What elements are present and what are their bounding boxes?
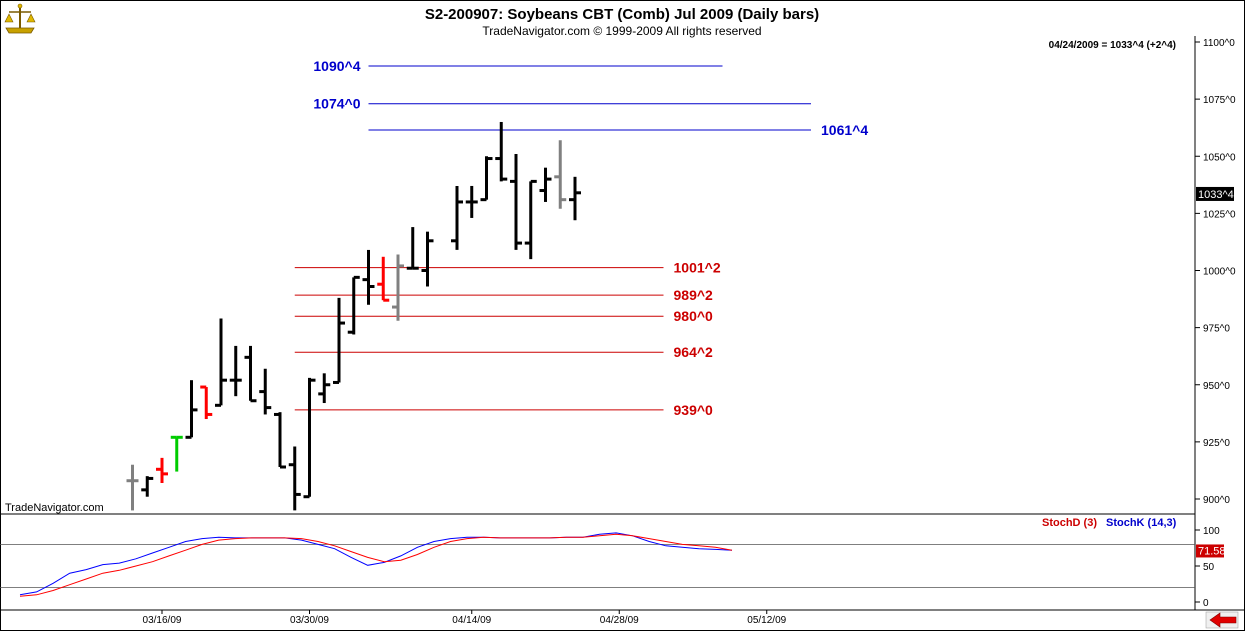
date-tick-label: 04/28/09 (600, 615, 639, 626)
chart-title: S2-200907: Soybeans CBT (Comb) Jul 2009 … (425, 6, 819, 23)
ohlc-bar (229, 345, 242, 397)
legend-stochk: StochK (14,3) (1106, 517, 1177, 529)
ohlc-bar (480, 156, 493, 202)
stoch-series-line (19, 532, 733, 596)
ohlc-bar (170, 435, 183, 472)
ohlc-bar (288, 446, 301, 511)
ohlc-bar (347, 275, 360, 335)
ohlc-bar (244, 345, 257, 403)
level-label: 964^2 (674, 344, 714, 360)
copyright-text: TradeNavigator.com © 1999-2009 All right… (482, 24, 761, 38)
level-label: 939^0 (674, 402, 714, 418)
price-tick-label: 950^0 (1203, 381, 1230, 392)
ohlc-bar (524, 179, 537, 260)
ohlc-bar (303, 377, 316, 499)
price-tick-label: 975^0 (1203, 324, 1230, 335)
date-axis-ticks: 03/16/09 03/30/09 04/14/09 04/28/09 05/12/09 (143, 610, 787, 626)
date-tick-label: 03/30/09 (290, 615, 329, 626)
ohlc-bar (510, 153, 522, 250)
ohlc-bars (126, 121, 581, 511)
ohlc-bar (392, 254, 404, 321)
last-price-label: 1033^4 (1198, 189, 1234, 201)
price-tick-label: 1050^0 (1203, 152, 1236, 163)
level-label: 1001^2 (674, 260, 721, 276)
price-levels: 1090^4 1074^0 1061^4 1001^2 989^2 980^0 964^2 9… (294, 58, 868, 418)
date-tick-label: 04/14/09 (452, 615, 491, 626)
level-label: 1074^0 (313, 96, 360, 112)
ohlc-bar (495, 121, 508, 182)
level-label: 980^0 (674, 308, 714, 324)
ohlc-bar (126, 464, 139, 511)
date-tick-label: 05/12/09 (747, 615, 786, 626)
ohlc-bar (200, 385, 213, 420)
last-stoch-marker (1196, 544, 1224, 558)
ohlc-bar (185, 380, 198, 439)
ohlc-bar (539, 167, 552, 202)
price-tick-label: 1100^0 (1203, 38, 1235, 49)
arrow-left-icon[interactable] (1205, 611, 1239, 629)
price-tick-label: 1000^0 (1203, 267, 1236, 278)
last-price-marker (1196, 186, 1234, 201)
level-label: 1061^4 (821, 122, 868, 138)
stoch-series-line (19, 533, 733, 597)
stoch-tick-label: 0 (1203, 598, 1209, 609)
last-stoch-label: 71.58 (1198, 545, 1226, 557)
ohlc-bar (377, 256, 390, 302)
ohlc-bar (215, 318, 227, 407)
ohlc-bar (451, 185, 463, 250)
stochastic-reference-lines (0, 544, 1195, 588)
ohlc-bar (465, 185, 478, 218)
ohlc-bar (421, 231, 434, 287)
level-label: 1090^4 (313, 58, 360, 74)
level-label: 989^2 (674, 287, 714, 303)
ohlc-bar (569, 176, 581, 221)
ohlc-bar (274, 412, 286, 469)
stochastic-lines (19, 532, 733, 597)
legend-stochd: StochD (3) (1042, 517, 1097, 529)
ohlc-bar (362, 249, 375, 305)
price-tick-label: 900^0 (1203, 495, 1230, 506)
last-price-info: 04/24/2009 = 1033^4 (+2^4) (1049, 40, 1176, 51)
ohlc-bar (156, 457, 168, 484)
ohlc-bar (406, 227, 419, 270)
price-tick-label: 1075^0 (1203, 95, 1236, 106)
price-axis-ticks: 900^0 925^0 950^0 975^0 1000^0 1025^0 1050^0 10… (1195, 38, 1236, 506)
price-tick-label: 1025^0 (1203, 209, 1236, 220)
scale-balance-icon[interactable] (4, 3, 36, 34)
stochastic-axis-ticks: 0 50 100 (1195, 526, 1220, 609)
stoch-tick-label: 100 (1203, 526, 1220, 537)
date-tick-label: 03/16/09 (143, 615, 182, 626)
watermark-text: TradeNavigator.com (5, 502, 104, 514)
ohlc-bar (554, 140, 567, 209)
ohlc-bar (333, 297, 345, 384)
ohlc-bar (259, 368, 272, 415)
ohlc-bar (318, 373, 331, 404)
stoch-tick-label: 50 (1203, 562, 1215, 573)
price-tick-label: 925^0 (1203, 438, 1230, 449)
ohlc-bar (141, 476, 154, 497)
